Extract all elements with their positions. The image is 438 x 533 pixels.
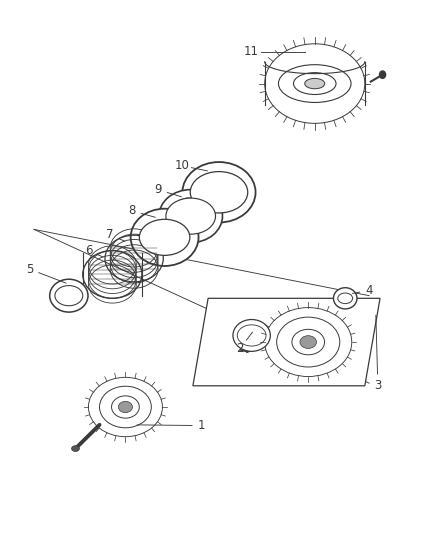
Ellipse shape (88, 377, 162, 437)
Ellipse shape (183, 162, 255, 222)
Text: 9: 9 (154, 183, 162, 196)
Text: 8: 8 (128, 204, 136, 217)
Ellipse shape (139, 219, 190, 255)
Ellipse shape (166, 198, 215, 234)
Text: 1: 1 (198, 419, 205, 432)
Text: 6: 6 (85, 244, 92, 257)
Ellipse shape (333, 288, 357, 309)
Ellipse shape (293, 72, 336, 94)
Ellipse shape (190, 172, 248, 213)
Text: 5: 5 (26, 263, 33, 276)
Ellipse shape (233, 319, 270, 351)
Ellipse shape (99, 386, 151, 428)
Text: 10: 10 (175, 159, 190, 172)
Ellipse shape (237, 325, 266, 346)
Ellipse shape (305, 78, 325, 88)
Ellipse shape (131, 209, 198, 266)
Text: 11: 11 (244, 45, 259, 58)
Ellipse shape (159, 190, 223, 243)
Ellipse shape (118, 401, 132, 413)
Ellipse shape (265, 44, 365, 123)
Ellipse shape (300, 336, 317, 349)
Ellipse shape (55, 286, 83, 306)
Ellipse shape (49, 279, 88, 312)
Text: 7: 7 (106, 228, 113, 241)
Ellipse shape (112, 396, 139, 418)
Text: 4: 4 (365, 284, 373, 297)
Ellipse shape (71, 446, 79, 451)
Text: 2: 2 (236, 342, 244, 355)
Ellipse shape (292, 329, 325, 355)
Polygon shape (193, 298, 380, 386)
Ellipse shape (265, 308, 352, 376)
Ellipse shape (279, 64, 351, 102)
Ellipse shape (338, 293, 353, 304)
Text: 3: 3 (374, 379, 381, 392)
Ellipse shape (277, 317, 340, 367)
Circle shape (379, 71, 385, 78)
